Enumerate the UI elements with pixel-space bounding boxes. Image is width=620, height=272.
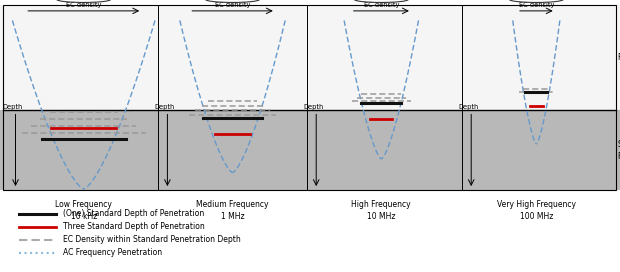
Text: EC density: EC density <box>363 2 399 8</box>
Text: Three Standard Depth of Penetration: Three Standard Depth of Penetration <box>63 222 205 231</box>
Text: Substrate /
Rear layer: Substrate / Rear layer <box>618 140 620 161</box>
Text: EC density: EC density <box>215 2 250 8</box>
Text: EC Density within Standard Penetration Depth: EC Density within Standard Penetration D… <box>63 235 241 244</box>
Text: Depth: Depth <box>154 104 174 110</box>
Bar <box>3 5 616 190</box>
Text: Depth: Depth <box>303 104 323 110</box>
Text: Very High Frequency
100 MHz: Very High Frequency 100 MHz <box>497 200 576 221</box>
Text: EC density: EC density <box>66 2 102 8</box>
Bar <box>0 5 620 110</box>
Bar <box>0 110 620 190</box>
Text: Front layer: Front layer <box>618 53 620 62</box>
Text: Depth: Depth <box>2 104 22 110</box>
Text: (One) Standard Depth of Penetration: (One) Standard Depth of Penetration <box>63 209 205 218</box>
Text: EC density: EC density <box>518 2 554 8</box>
Text: Low Frequency
10 kHz: Low Frequency 10 kHz <box>55 200 112 221</box>
Text: Medium Frequency
1 MHz: Medium Frequency 1 MHz <box>197 200 268 221</box>
Text: High Frequency
10 MHz: High Frequency 10 MHz <box>352 200 411 221</box>
Text: Depth: Depth <box>458 104 478 110</box>
Text: AC Frequency Penetration: AC Frequency Penetration <box>63 248 162 257</box>
